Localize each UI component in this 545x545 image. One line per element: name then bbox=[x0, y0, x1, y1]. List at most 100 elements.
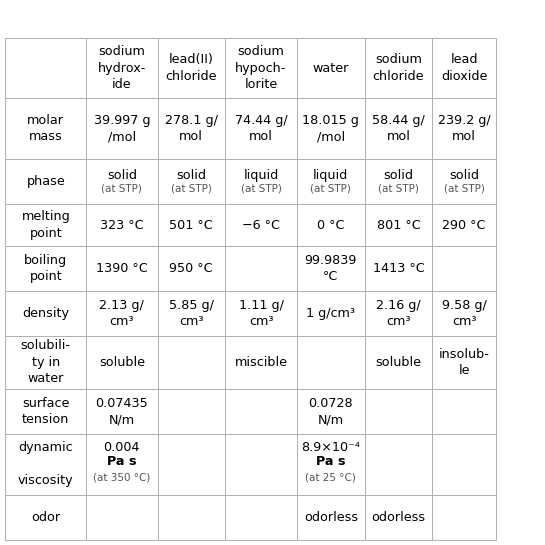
Bar bbox=[86, 389, 158, 434]
Bar bbox=[225, 38, 297, 98]
Text: boiling
point: boiling point bbox=[24, 254, 68, 283]
Text: Pa s: Pa s bbox=[316, 455, 346, 468]
Bar bbox=[432, 98, 496, 159]
Text: 5.85 g/
cm³: 5.85 g/ cm³ bbox=[169, 299, 214, 328]
Text: 0.004: 0.004 bbox=[104, 441, 140, 454]
Bar bbox=[5, 246, 86, 291]
Bar bbox=[86, 159, 158, 204]
Bar bbox=[158, 98, 225, 159]
Text: 0 °C: 0 °C bbox=[317, 219, 344, 232]
Bar bbox=[365, 204, 432, 246]
Bar bbox=[432, 159, 496, 204]
Bar bbox=[432, 204, 496, 246]
Text: lead
dioxide: lead dioxide bbox=[441, 53, 487, 83]
Bar bbox=[297, 98, 365, 159]
Bar bbox=[432, 495, 496, 540]
Bar bbox=[86, 98, 158, 159]
Bar bbox=[5, 336, 86, 389]
Bar bbox=[297, 204, 365, 246]
Bar bbox=[86, 291, 158, 336]
Bar bbox=[432, 291, 496, 336]
Bar bbox=[5, 389, 86, 434]
Bar bbox=[5, 98, 86, 159]
Bar bbox=[158, 246, 225, 291]
Text: sodium
hypoch-
lorite: sodium hypoch- lorite bbox=[235, 45, 287, 91]
Bar bbox=[297, 246, 365, 291]
Text: soluble: soluble bbox=[376, 356, 421, 369]
Bar bbox=[86, 246, 158, 291]
Bar bbox=[297, 434, 365, 495]
Bar bbox=[225, 495, 297, 540]
Bar bbox=[158, 495, 225, 540]
Text: solid: solid bbox=[176, 169, 207, 182]
Text: lead(II)
chloride: lead(II) chloride bbox=[166, 53, 217, 83]
Text: 58.44 g/
mol: 58.44 g/ mol bbox=[372, 114, 425, 143]
Bar bbox=[365, 336, 432, 389]
Text: 74.44 g/
mol: 74.44 g/ mol bbox=[235, 114, 287, 143]
Text: 39.997 g
/mol: 39.997 g /mol bbox=[94, 114, 150, 143]
Bar bbox=[225, 434, 297, 495]
Text: soluble: soluble bbox=[99, 356, 145, 369]
Bar bbox=[225, 291, 297, 336]
Bar bbox=[86, 336, 158, 389]
Text: odorless: odorless bbox=[304, 511, 358, 524]
Bar bbox=[5, 291, 86, 336]
Text: dynamic

viscosity: dynamic viscosity bbox=[18, 441, 74, 487]
Text: 0.07435
N/m: 0.07435 N/m bbox=[95, 397, 148, 426]
Text: −6 °C: −6 °C bbox=[242, 219, 280, 232]
Bar bbox=[158, 38, 225, 98]
Text: 290 °C: 290 °C bbox=[443, 219, 486, 232]
Text: (at STP): (at STP) bbox=[241, 183, 282, 193]
Bar bbox=[86, 204, 158, 246]
Bar bbox=[225, 389, 297, 434]
Bar bbox=[86, 434, 158, 495]
Text: (at 350 °C): (at 350 °C) bbox=[93, 473, 150, 483]
Text: 1390 °C: 1390 °C bbox=[96, 262, 148, 275]
Text: (at STP): (at STP) bbox=[444, 183, 485, 193]
Bar bbox=[225, 98, 297, 159]
Bar bbox=[158, 389, 225, 434]
Bar bbox=[365, 389, 432, 434]
Text: 801 °C: 801 °C bbox=[377, 219, 420, 232]
Bar bbox=[86, 495, 158, 540]
Bar bbox=[158, 159, 225, 204]
Text: liquid: liquid bbox=[244, 169, 278, 182]
Text: (at 25 °C): (at 25 °C) bbox=[305, 473, 356, 483]
Text: 8.9×10⁻⁴: 8.9×10⁻⁴ bbox=[301, 441, 360, 454]
Bar bbox=[365, 434, 432, 495]
Text: (at STP): (at STP) bbox=[101, 183, 142, 193]
Bar bbox=[432, 336, 496, 389]
Text: 99.9839
°C: 99.9839 °C bbox=[305, 254, 357, 283]
Bar bbox=[158, 336, 225, 389]
Text: 2.13 g/
cm³: 2.13 g/ cm³ bbox=[99, 299, 144, 328]
Bar bbox=[365, 246, 432, 291]
Bar bbox=[365, 98, 432, 159]
Bar bbox=[5, 204, 86, 246]
Text: 1 g/cm³: 1 g/cm³ bbox=[306, 307, 355, 320]
Text: (at STP): (at STP) bbox=[378, 183, 419, 193]
Bar bbox=[432, 246, 496, 291]
Text: odor: odor bbox=[31, 511, 60, 524]
Text: solid: solid bbox=[107, 169, 137, 182]
Bar bbox=[432, 434, 496, 495]
Bar bbox=[158, 204, 225, 246]
Text: surface
tension: surface tension bbox=[22, 397, 69, 426]
Text: molar
mass: molar mass bbox=[27, 114, 64, 143]
Bar bbox=[225, 246, 297, 291]
Bar bbox=[158, 291, 225, 336]
Text: melting
point: melting point bbox=[21, 210, 70, 240]
Bar bbox=[86, 38, 158, 98]
Text: 1413 °C: 1413 °C bbox=[373, 262, 424, 275]
Text: 501 °C: 501 °C bbox=[169, 219, 213, 232]
Bar bbox=[365, 38, 432, 98]
Bar bbox=[297, 336, 365, 389]
Text: 239.2 g/
mol: 239.2 g/ mol bbox=[438, 114, 491, 143]
Text: (at STP): (at STP) bbox=[311, 183, 352, 193]
Text: water: water bbox=[313, 62, 349, 75]
Text: sodium
hydrox-
ide: sodium hydrox- ide bbox=[98, 45, 146, 91]
Bar bbox=[365, 159, 432, 204]
Bar bbox=[297, 495, 365, 540]
Text: 278.1 g/
mol: 278.1 g/ mol bbox=[165, 114, 218, 143]
Bar bbox=[225, 336, 297, 389]
Text: density: density bbox=[22, 307, 69, 320]
